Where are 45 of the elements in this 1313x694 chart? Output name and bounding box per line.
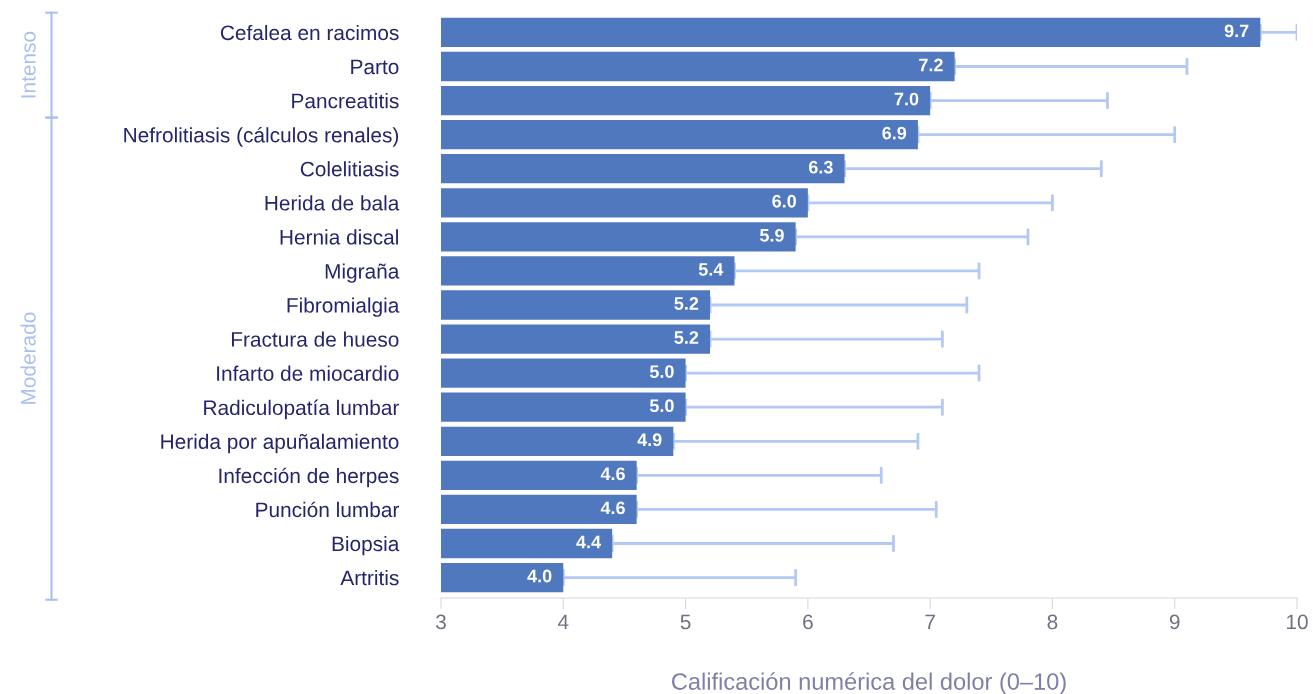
data-label: 5.9 — [759, 228, 784, 242]
y-tick-label: Migraña — [325, 263, 400, 283]
data-label: 7.2 — [919, 58, 943, 72]
y-tick-label: Fibromialgia — [287, 297, 400, 317]
text: Intenso — [21, 31, 36, 98]
x-tick-label: 6 — [803, 614, 813, 630]
x-tick-label: 9 — [1169, 614, 1180, 630]
y-tick-label: Parto — [351, 59, 399, 75]
data-label: 5.2 — [674, 331, 699, 344]
data-label: 6.9 — [882, 126, 907, 140]
y-tick-label: Radiculopatía lumbar — [204, 399, 399, 420]
y-tick-label: Fractura de hueso — [231, 331, 399, 347]
data-label: 5.4 — [698, 263, 724, 276]
y-tick-label: Cefalea en racimos — [220, 24, 399, 41]
data-label: 6.0 — [772, 194, 797, 208]
data-label: 5.2 — [674, 297, 699, 310]
data-label: 4.0 — [527, 569, 552, 583]
y-tick-label: Colelitiasis — [300, 161, 399, 177]
x-tick-label: 10 — [1287, 614, 1308, 630]
y-tick-label: Hernia discal — [280, 229, 398, 245]
y-tick-label: Pancreatitis — [292, 93, 399, 109]
y-tick-label: Punción lumbar — [256, 501, 399, 518]
x-tick-label: 4 — [557, 614, 569, 630]
x-axis-title: Calificación numérica del dolor (0–10) — [672, 672, 1066, 694]
x-tick-label: 8 — [1047, 614, 1058, 630]
data-label: 9.7 — [1224, 24, 1249, 38]
data-label: 5.0 — [649, 399, 674, 413]
y-tick-label: Artritis — [340, 570, 399, 586]
data-label: 6.3 — [808, 160, 833, 174]
data-label: 4.6 — [600, 467, 625, 481]
y-tick-label: Herida de bala — [265, 195, 400, 211]
data-label: 4.6 — [600, 501, 625, 515]
y-tick-label: Infarto de miocardio — [217, 365, 399, 381]
x-tick-label: 7 — [925, 614, 935, 630]
y-tick-label: Herida por apuñalamiento — [161, 433, 399, 454]
x-tick-label: 3 — [436, 614, 446, 630]
data-label: 7.0 — [894, 92, 919, 106]
data-label: 4.9 — [637, 433, 662, 447]
y-tick-label: Biopsia — [332, 535, 400, 556]
y-tick-label: Nefrolitiasis (cálculos renales) — [124, 126, 399, 147]
data-label: 5.0 — [649, 365, 674, 378]
text: Moderado — [20, 312, 36, 404]
data-label: 4.4 — [576, 535, 601, 549]
y-tick-label: Infección de herpes — [219, 467, 399, 488]
x-tick-label: 5 — [680, 614, 691, 630]
